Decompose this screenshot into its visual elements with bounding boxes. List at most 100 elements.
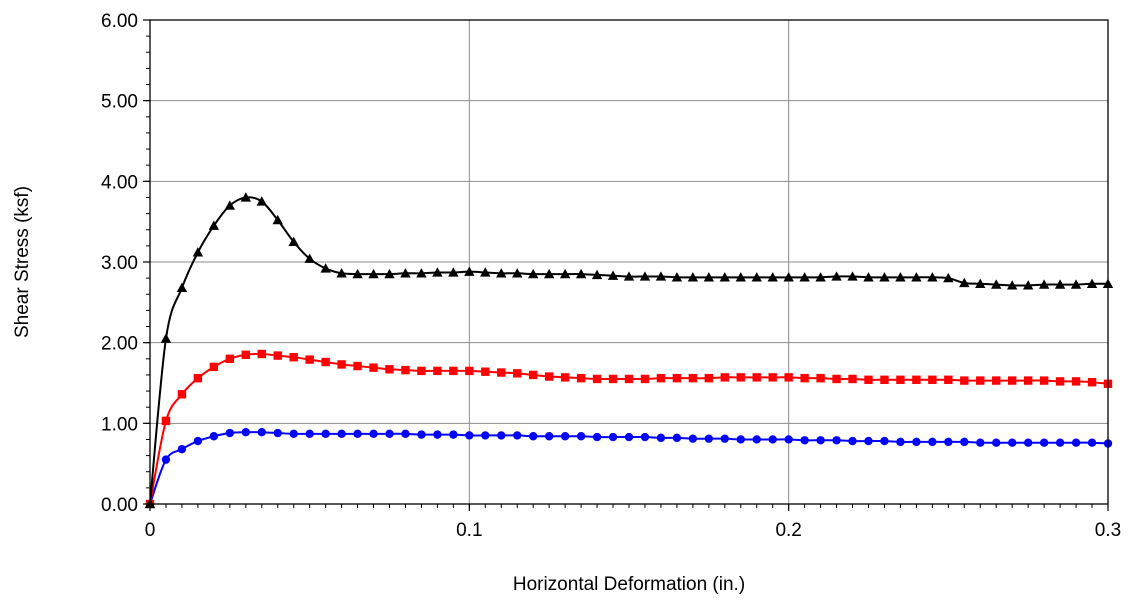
data-point xyxy=(497,368,506,377)
data-point xyxy=(1070,279,1082,289)
data-point xyxy=(416,268,427,278)
data-point xyxy=(224,200,236,210)
data-point xyxy=(911,272,922,282)
x-tick-label: 0 xyxy=(145,520,156,541)
data-point xyxy=(464,266,475,276)
data-point xyxy=(863,272,874,282)
data-point xyxy=(992,376,1001,385)
data-point xyxy=(671,272,683,282)
data-point xyxy=(1086,278,1098,288)
data-point xyxy=(1055,438,1065,447)
x-axis-title: Horizontal Deformation (in.) xyxy=(513,574,745,595)
data-point xyxy=(257,428,266,437)
data-point xyxy=(1039,438,1049,447)
data-point xyxy=(161,455,171,464)
data-point xyxy=(879,272,890,282)
data-point xyxy=(767,272,778,282)
data-point xyxy=(368,268,379,279)
data-point xyxy=(496,268,507,278)
data-point xyxy=(816,373,825,383)
y-tick-label: 5.00 xyxy=(101,92,138,113)
data-point xyxy=(783,272,794,282)
data-point xyxy=(672,433,682,443)
data-point xyxy=(703,272,715,282)
data-point xyxy=(560,373,570,382)
data-point xyxy=(959,277,970,288)
data-point xyxy=(1038,279,1050,289)
data-point xyxy=(288,236,299,246)
data-point xyxy=(735,272,746,282)
y-tick-label: 6.00 xyxy=(101,11,138,32)
data-point xyxy=(449,430,458,439)
data-point xyxy=(1039,376,1049,385)
data-point xyxy=(688,373,698,383)
data-point xyxy=(896,375,905,384)
data-point xyxy=(815,272,826,282)
data-point xyxy=(656,433,666,443)
data-point xyxy=(992,438,1001,447)
data-point xyxy=(559,268,571,279)
data-point xyxy=(800,436,809,445)
data-point xyxy=(417,430,426,439)
data-point xyxy=(991,279,1002,289)
data-point xyxy=(976,376,985,385)
data-point xyxy=(337,360,346,369)
data-point xyxy=(353,429,362,439)
data-point xyxy=(928,375,937,384)
data-point xyxy=(720,434,729,443)
data-point xyxy=(575,268,587,279)
data-point xyxy=(927,272,938,282)
data-point xyxy=(944,437,953,447)
data-point xyxy=(912,437,921,447)
data-point xyxy=(832,436,841,445)
data-point xyxy=(736,435,745,444)
data-point xyxy=(576,373,586,383)
data-point xyxy=(799,272,810,282)
data-point xyxy=(1071,377,1081,386)
data-point xyxy=(528,268,539,279)
data-point xyxy=(417,366,426,376)
data-point xyxy=(655,271,667,281)
data-point xyxy=(1023,438,1033,447)
data-point xyxy=(880,436,889,446)
data-point xyxy=(240,192,251,202)
data-point xyxy=(448,267,459,277)
data-point xyxy=(481,431,490,440)
data-point xyxy=(591,269,603,280)
data-point xyxy=(975,278,986,288)
data-point xyxy=(576,432,586,441)
data-point xyxy=(752,373,761,382)
data-point xyxy=(385,365,394,374)
data-point xyxy=(928,437,937,447)
x-tick-label: 0.1 xyxy=(456,520,482,541)
data-point xyxy=(1087,377,1097,387)
data-point xyxy=(1054,279,1066,289)
data-point xyxy=(687,272,699,282)
data-point xyxy=(895,272,906,282)
data-point xyxy=(433,430,442,439)
data-point xyxy=(529,432,538,441)
data-point xyxy=(704,434,714,443)
data-point xyxy=(272,214,283,225)
data-point xyxy=(512,268,523,278)
data-point xyxy=(848,436,857,446)
data-point xyxy=(1023,376,1033,385)
data-point xyxy=(639,271,651,281)
data-point xyxy=(160,333,172,343)
data-point xyxy=(847,271,858,281)
data-point xyxy=(896,437,905,447)
data-point xyxy=(560,432,570,441)
y-tick-label: 2.00 xyxy=(101,334,138,355)
data-point xyxy=(960,437,969,447)
data-point xyxy=(800,373,809,383)
y-tick-label: 0.00 xyxy=(101,495,138,516)
data-point xyxy=(400,268,411,278)
series-group xyxy=(144,192,1114,509)
data-point xyxy=(225,354,235,363)
data-point xyxy=(256,196,267,206)
data-point xyxy=(688,434,698,443)
data-point xyxy=(481,367,490,376)
data-point xyxy=(433,366,442,376)
x-tick-label: 0.3 xyxy=(1095,520,1121,541)
data-point xyxy=(353,361,362,371)
